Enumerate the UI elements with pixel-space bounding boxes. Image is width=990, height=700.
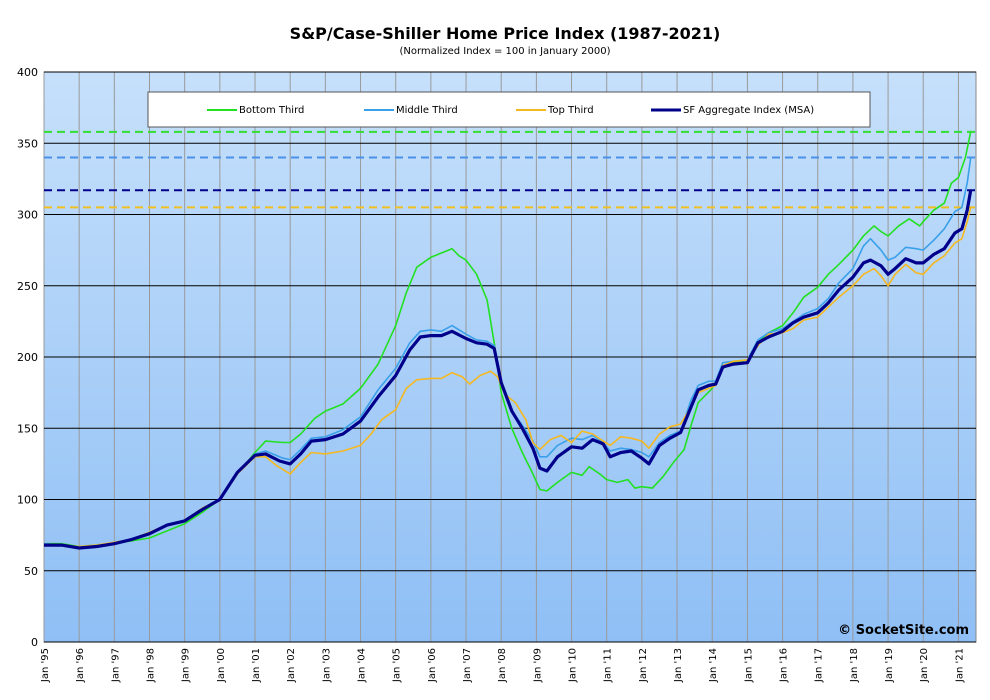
x-tick-label: Jan '02 (286, 648, 297, 683)
series-line (44, 190, 973, 550)
x-tick-label: Jan '20 (919, 648, 930, 683)
x-tick-label: Jan '96 (75, 648, 86, 683)
x-tick-label: Jan '08 (497, 648, 508, 683)
x-tick-label: Jan '97 (110, 648, 121, 683)
x-tick-label: Jan '01 (251, 648, 262, 683)
y-tick-label: 300 (17, 209, 38, 222)
legend-label: Bottom Third (239, 105, 304, 116)
legend-label: Top Third (547, 105, 594, 116)
x-tick-label: Jan '05 (392, 648, 403, 683)
legend: Bottom Third Middle Third Top Third SF Aggr… (147, 91, 871, 128)
x-tick-label: Jan '06 (427, 648, 438, 683)
x-tick-label: Jan '00 (216, 648, 227, 683)
x-tick-label: Jan '21 (954, 648, 965, 683)
x-tick-label: Jan '98 (146, 648, 157, 683)
x-tick-label: Jan '12 (638, 648, 649, 683)
x-tick-label: Jan '18 (849, 648, 860, 683)
legend-label: SF Aggregate Index (MSA) (683, 105, 814, 116)
x-tick-label: Jan '95 (40, 648, 51, 683)
series-line (44, 207, 972, 548)
legend-box (147, 91, 871, 128)
series-line (44, 131, 972, 548)
x-tick-label: Jan '03 (321, 648, 332, 683)
x-tick-label: Jan '15 (743, 648, 754, 683)
x-tick-label: Jan '16 (779, 648, 790, 683)
y-tick-label: 50 (24, 565, 38, 578)
y-tick-label: 350 (17, 137, 38, 150)
series-line (43, 157, 972, 549)
y-tick-label: 0 (31, 636, 38, 649)
chart-subtitle: (Normalized Index = 100 in January 2000) (399, 46, 611, 57)
y-tick-label: 100 (17, 494, 38, 507)
x-tick-label: Jan '19 (884, 648, 895, 683)
y-tick-label: 250 (17, 280, 38, 293)
x-tick-label: Jan '10 (568, 648, 579, 683)
x-tick-label: Jan '04 (357, 648, 368, 683)
x-tick-label: Jan '14 (708, 648, 719, 683)
y-tick-label: 150 (17, 422, 38, 435)
credit-label: © SocketSite.com (838, 623, 969, 638)
x-tick-label: Jan '09 (532, 648, 543, 683)
y-tick-label: 400 (17, 66, 38, 79)
legend-label: Middle Third (396, 105, 458, 116)
y-tick-label: 200 (17, 351, 38, 364)
x-tick-label: Jan '07 (462, 648, 473, 683)
chart-title: S&P/Case-Shiller Home Price Index (1987-… (289, 24, 721, 43)
x-tick-label: Jan '13 (673, 648, 684, 683)
x-tick-label: Jan '17 (814, 648, 825, 683)
x-tick-label: Jan '11 (603, 648, 614, 683)
x-tick-label: Jan '99 (181, 648, 192, 683)
